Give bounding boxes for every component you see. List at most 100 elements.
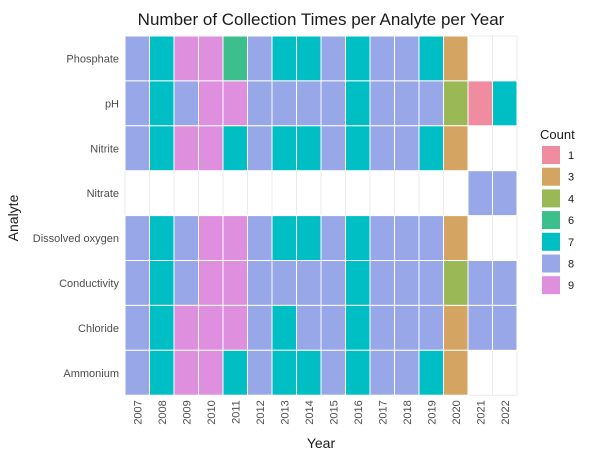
heatmap-tile — [320, 260, 346, 306]
heatmap-tile — [320, 35, 346, 82]
heatmap-tile — [418, 349, 444, 396]
heatmap-tile — [345, 215, 371, 262]
heatmap-tile — [369, 304, 395, 351]
heatmap-tile — [369, 35, 395, 82]
heatmap-tile — [418, 80, 444, 127]
heatmap-tile — [271, 125, 297, 172]
heatmap-tile — [394, 80, 420, 127]
heatmap-tile — [222, 349, 248, 396]
heatmap-tile — [247, 35, 273, 82]
heatmap-tile — [443, 215, 469, 262]
heatmap-tile — [124, 260, 150, 306]
x-tick-label: 2022 — [500, 400, 512, 424]
heatmap-tile — [222, 215, 248, 262]
heatmap-tile — [124, 35, 150, 82]
heatmap-tile — [369, 215, 395, 262]
heatmap-tile — [320, 125, 346, 172]
x-tick-label: 2021 — [475, 400, 487, 424]
x-tick-label: 2020 — [451, 400, 463, 424]
legend-key — [542, 254, 560, 273]
x-tick-label: 2018 — [402, 400, 414, 424]
heatmap-tile — [173, 215, 199, 262]
heatmap-tile — [345, 80, 371, 127]
heatmap-tile — [247, 80, 273, 127]
heatmap-tile — [173, 260, 199, 306]
heatmap-tile — [173, 304, 199, 351]
heatmap-tile — [149, 215, 175, 262]
heatmap-tile — [467, 304, 493, 351]
heatmap-tile — [394, 304, 420, 351]
heatmap-tile — [394, 215, 420, 262]
heatmap-tile — [345, 349, 371, 396]
heatmap-tile — [467, 170, 493, 217]
heatmap-tile — [222, 304, 248, 351]
heatmap-tile — [222, 35, 248, 82]
heatmap-tile — [394, 349, 420, 396]
heatmap-tile — [296, 35, 322, 82]
heatmap-tile — [198, 349, 224, 396]
y-axis-title: Analyte — [5, 194, 21, 241]
heatmap-tile — [149, 125, 175, 172]
legend-label: 7 — [568, 237, 574, 249]
heatmap-tile — [492, 80, 518, 127]
heatmap-tile — [418, 304, 444, 351]
legend-label: 4 — [568, 193, 574, 205]
heatmap-tile — [173, 80, 199, 127]
heatmap-tile — [271, 304, 297, 351]
x-tick-label: 2019 — [426, 400, 438, 424]
heatmap-tile — [345, 35, 371, 82]
heatmap-tile — [492, 260, 518, 306]
heatmap-tile — [198, 304, 224, 351]
x-tick-label: 2010 — [206, 400, 218, 424]
legend-label: 9 — [568, 280, 574, 292]
heatmap-tile — [173, 349, 199, 396]
heatmap-tile — [443, 80, 469, 127]
heatmap-tile — [222, 80, 248, 127]
x-tick-label: 2011 — [230, 400, 242, 424]
heatmap-tile — [320, 349, 346, 396]
heatmap-tile — [345, 304, 371, 351]
legend-label: 1 — [568, 150, 574, 162]
x-tick-label: 2017 — [377, 400, 389, 424]
heatmap-tile — [443, 304, 469, 351]
heatmap-tile — [198, 215, 224, 262]
heatmap-tile — [443, 125, 469, 172]
heatmap-tile — [247, 260, 273, 306]
heatmap-tile — [443, 349, 469, 396]
heatmap-tile — [467, 80, 493, 127]
y-tick-label: Conductivity — [59, 278, 119, 290]
legend-key — [542, 167, 560, 186]
heatmap-tile — [320, 215, 346, 262]
heatmap-tile — [271, 260, 297, 306]
heatmap-tile — [271, 349, 297, 396]
x-tick-label: 2014 — [304, 400, 316, 424]
heatmap-tile — [247, 215, 273, 262]
heatmap-tile — [443, 35, 469, 82]
heatmap-tile — [418, 260, 444, 306]
heatmap-tile — [418, 125, 444, 172]
heatmap-tile — [369, 349, 395, 396]
heatmap-tile — [124, 215, 150, 262]
y-tick-label: pH — [105, 98, 119, 110]
legend-label: 6 — [568, 215, 574, 227]
legend-key — [542, 276, 560, 295]
heatmap-tile — [124, 80, 150, 127]
heatmap-tile — [173, 35, 199, 82]
heatmap-tile — [296, 260, 322, 306]
heatmap-tile — [320, 304, 346, 351]
heatmap-tile — [320, 80, 346, 127]
chart-title: Number of Collection Times per Analyte p… — [138, 10, 505, 29]
heatmap-tile — [173, 125, 199, 172]
x-tick-labels: 2007 2008 2009 2010 2011 2012 2013 2014 2015 2016… — [132, 400, 512, 424]
heatmap-tile — [198, 125, 224, 172]
heatmap-tile — [296, 80, 322, 127]
heatmap-tile — [149, 349, 175, 396]
heatmap-tile — [149, 35, 175, 82]
heatmap-tile — [149, 304, 175, 351]
heatmap-tile — [394, 260, 420, 306]
heatmap-tile — [198, 35, 224, 82]
heatmap-tile — [369, 80, 395, 127]
y-tick-label: Phosphate — [66, 53, 119, 65]
heatmap-tile — [222, 125, 248, 172]
